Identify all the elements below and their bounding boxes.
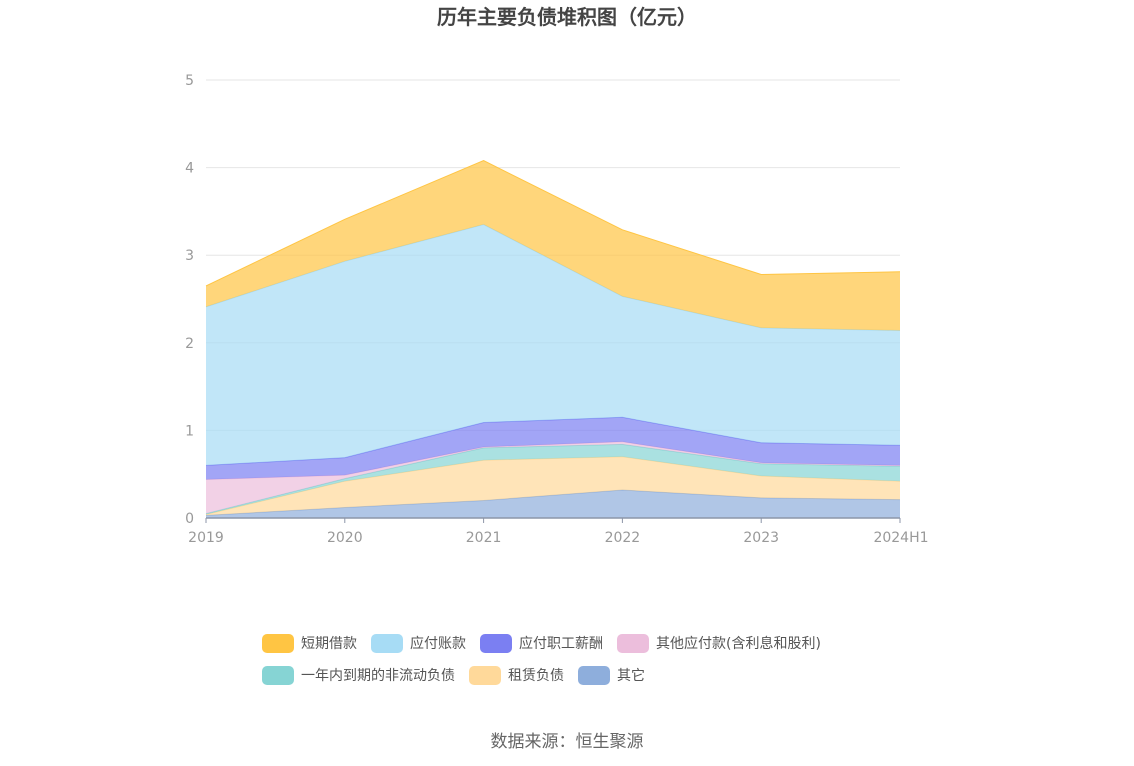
- legend-swatch: [371, 634, 403, 653]
- y-tick-label: 3: [185, 248, 194, 264]
- area-edge-6: [205, 160, 901, 287]
- area-series-3: [206, 441, 900, 514]
- chart-title: 历年主要负债堆积图（亿元）: [437, 5, 697, 29]
- x-tick-label: 2021: [466, 530, 502, 546]
- y-tick-label: 2: [185, 336, 194, 352]
- legend-label: 其他应付款(含利息和股利): [656, 635, 821, 652]
- legend-swatch: [617, 634, 649, 653]
- legend-label: 应付账款: [410, 635, 466, 652]
- area-series: [205, 160, 901, 518]
- legend: 短期借款 应付账款 应付职工薪酬 其他应付款(含利息和股利) 一年内到期的非流动负债 租赁…: [262, 634, 821, 685]
- area-series-6: [206, 160, 900, 331]
- legend-label: 应付职工薪酬: [519, 635, 603, 652]
- legend-label: 短期借款: [301, 636, 357, 652]
- y-tick-label: 5: [185, 73, 194, 89]
- legend-swatch: [262, 634, 294, 653]
- area-series-5: [206, 224, 900, 466]
- x-tick-label: 2020: [327, 530, 363, 546]
- area-edge-5: [205, 223, 901, 331]
- y-tick-label: 4: [185, 161, 194, 177]
- legend-swatch: [578, 666, 610, 685]
- area-series-2: [206, 444, 900, 515]
- y-tick-label: 0: [185, 511, 194, 527]
- legend-label: 其它: [617, 667, 645, 684]
- legend-swatch: [480, 634, 512, 653]
- area-series-0: [206, 490, 900, 518]
- x-tick-label: 2023: [743, 530, 779, 546]
- legend-swatch: [262, 666, 294, 685]
- x-tick-label: 2019: [188, 530, 224, 546]
- x-tick-label: 2022: [605, 530, 641, 546]
- legend-label: 租赁负债: [508, 668, 564, 684]
- axes: 2019 2020 2021 2022 2023 2024H1: [188, 517, 929, 546]
- y-tick-label: 1: [185, 423, 194, 439]
- legend-label: 一年内到期的非流动负债: [301, 668, 455, 684]
- x-tick-label: 2024H1: [873, 530, 928, 546]
- area-series-4: [206, 417, 900, 480]
- data-source: 数据来源：恒生聚源: [491, 732, 644, 752]
- legend-swatch: [469, 666, 501, 685]
